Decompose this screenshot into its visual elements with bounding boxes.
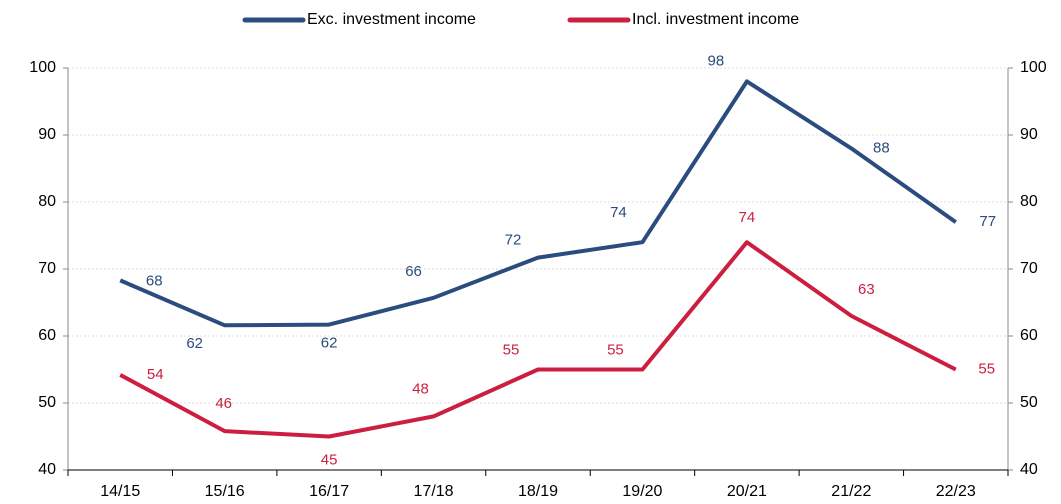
y2-tick-label: 100 xyxy=(1020,59,1047,76)
y-tick-label: 50 xyxy=(38,394,56,411)
x-tick-label: 17/18 xyxy=(414,483,454,500)
data-label: 72 xyxy=(505,232,522,249)
y-tick-label: 60 xyxy=(38,327,56,344)
x-tick-label: 21/22 xyxy=(831,483,871,500)
y-tick-label: 80 xyxy=(38,193,56,210)
legend-label: Exc. investment income xyxy=(307,11,476,28)
data-label: 62 xyxy=(321,335,338,352)
data-label: 54 xyxy=(147,366,164,383)
x-tick-label: 16/17 xyxy=(309,483,349,500)
y-tick-label: 100 xyxy=(29,59,56,76)
data-label: 45 xyxy=(321,451,338,468)
data-label: 74 xyxy=(739,209,756,226)
y2-tick-label: 70 xyxy=(1020,260,1038,277)
y2-tick-label: 60 xyxy=(1020,327,1038,344)
data-label: 48 xyxy=(412,380,429,397)
line-series xyxy=(119,240,957,439)
data-label: 55 xyxy=(503,341,520,358)
x-tick-label: 15/16 xyxy=(205,483,245,500)
line-series xyxy=(119,79,957,328)
y2-tick-label: 90 xyxy=(1020,126,1038,143)
data-label: 46 xyxy=(215,395,232,412)
data-label: 55 xyxy=(607,341,624,358)
data-label: 66 xyxy=(405,263,422,280)
y2-tick-label: 40 xyxy=(1020,461,1038,478)
y-tick-label: 90 xyxy=(38,126,56,143)
data-label: 62 xyxy=(186,335,203,352)
x-tick-label: 22/23 xyxy=(936,483,976,500)
data-label: 77 xyxy=(979,213,996,230)
data-label: 74 xyxy=(610,204,627,221)
x-tick-label: 18/19 xyxy=(518,483,558,500)
data-label: 55 xyxy=(978,360,995,377)
x-tick-label: 14/15 xyxy=(100,483,140,500)
y2-tick-label: 50 xyxy=(1020,394,1038,411)
x-tick-label: 20/21 xyxy=(727,483,767,500)
data-label: 98 xyxy=(708,52,725,69)
data-label: 88 xyxy=(873,139,890,156)
data-label: 63 xyxy=(858,281,875,298)
x-tick-label: 19/20 xyxy=(622,483,662,500)
y2-tick-label: 80 xyxy=(1020,193,1038,210)
y-tick-label: 40 xyxy=(38,461,56,478)
data-label: 68 xyxy=(146,272,163,289)
legend-label: Incl. investment income xyxy=(632,11,799,28)
y-tick-label: 70 xyxy=(38,260,56,277)
